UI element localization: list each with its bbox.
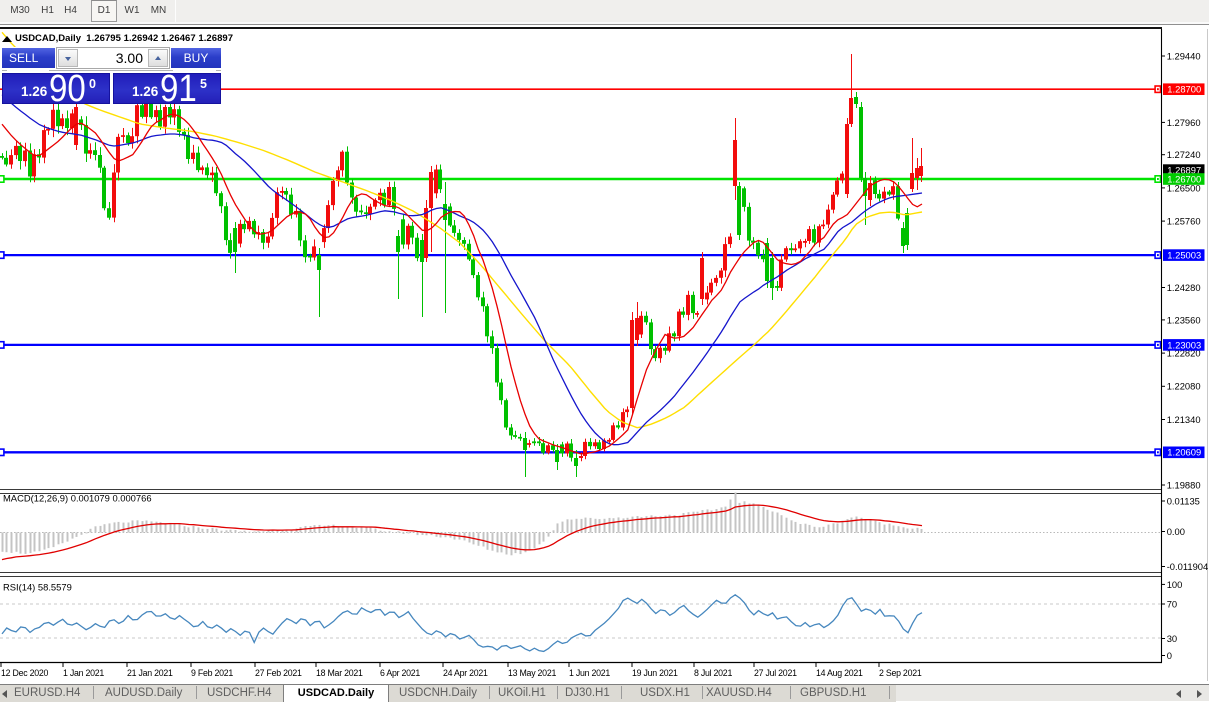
- svg-text:1 Jun 2021: 1 Jun 2021: [569, 668, 610, 678]
- svg-text:21 Jan 2021: 21 Jan 2021: [127, 668, 173, 678]
- svg-text:14 Aug 2021: 14 Aug 2021: [816, 668, 863, 678]
- svg-text:1.23003: 1.23003: [1167, 339, 1201, 350]
- svg-text:RSI(14) 58.5579: RSI(14) 58.5579: [3, 582, 72, 593]
- svg-text:9 Feb 2021: 9 Feb 2021: [191, 668, 233, 678]
- svg-text:100: 100: [1167, 579, 1183, 590]
- svg-text:2 Sep 2021: 2 Sep 2021: [879, 668, 922, 678]
- svg-text:19 Jun 2021: 19 Jun 2021: [632, 668, 678, 678]
- svg-text:1.23560: 1.23560: [1167, 314, 1201, 325]
- svg-text:1.20609: 1.20609: [1167, 447, 1201, 458]
- svg-text:1.21340: 1.21340: [1167, 414, 1201, 425]
- svg-text:1.27240: 1.27240: [1167, 149, 1201, 160]
- svg-text:13 May 2021: 13 May 2021: [508, 668, 556, 678]
- svg-text:18 Mar 2021: 18 Mar 2021: [316, 668, 363, 678]
- svg-text:1.25760: 1.25760: [1167, 216, 1201, 227]
- svg-text:1.26897: 1.26897: [1167, 165, 1201, 176]
- svg-text:1.26500: 1.26500: [1167, 182, 1201, 193]
- svg-text:1.27960: 1.27960: [1167, 117, 1201, 128]
- svg-text:1.26700: 1.26700: [1167, 173, 1201, 184]
- svg-text:70: 70: [1167, 598, 1177, 609]
- svg-text:1.22820: 1.22820: [1167, 348, 1201, 359]
- svg-text:0.01135: 0.01135: [1167, 495, 1200, 506]
- svg-text:0: 0: [1167, 650, 1172, 661]
- svg-text:12 Dec 2020: 12 Dec 2020: [1, 668, 48, 678]
- svg-text:1.25003: 1.25003: [1167, 250, 1201, 261]
- svg-text:1 Jan 2021: 1 Jan 2021: [63, 668, 104, 678]
- svg-text:1.28700: 1.28700: [1167, 84, 1201, 95]
- svg-text:0.00: 0.00: [1167, 526, 1185, 537]
- svg-text:1.19880: 1.19880: [1167, 479, 1201, 490]
- svg-text:1.24280: 1.24280: [1167, 282, 1201, 293]
- svg-text:27 Jul 2021: 27 Jul 2021: [754, 668, 797, 678]
- svg-text:8 Jul 2021: 8 Jul 2021: [694, 668, 732, 678]
- svg-text:30: 30: [1167, 633, 1177, 644]
- svg-text:6 Apr 2021: 6 Apr 2021: [380, 668, 420, 678]
- svg-text:24 Apr 2021: 24 Apr 2021: [443, 668, 488, 678]
- svg-text:MACD(12,26,9) 0.001079 0.00076: MACD(12,26,9) 0.001079 0.000766: [3, 493, 152, 504]
- svg-text:-0.011904: -0.011904: [1167, 561, 1209, 572]
- svg-text:1.22080: 1.22080: [1167, 381, 1201, 392]
- svg-text:27 Feb 2021: 27 Feb 2021: [255, 668, 302, 678]
- svg-text:1.29440: 1.29440: [1167, 50, 1201, 61]
